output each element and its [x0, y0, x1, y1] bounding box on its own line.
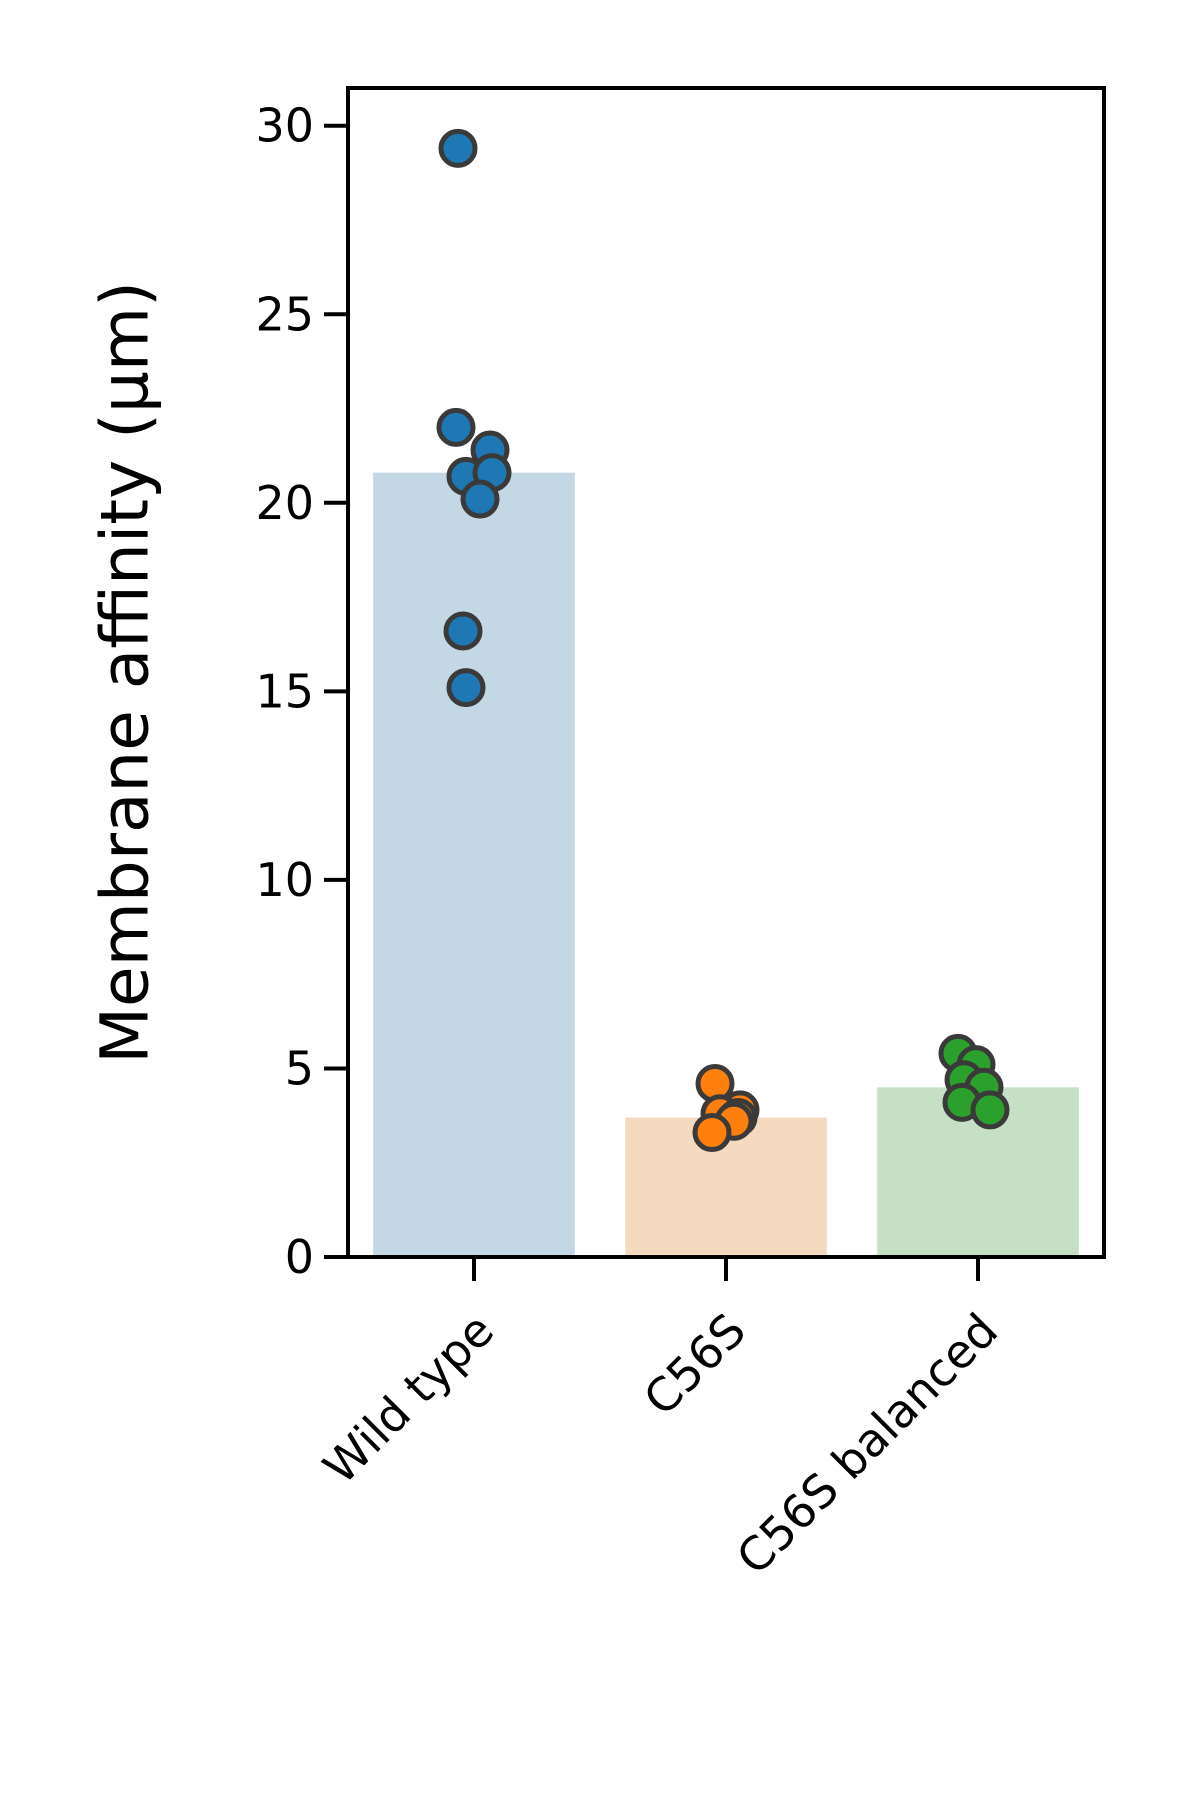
y-tick-label: 0	[285, 1230, 314, 1284]
data-point	[443, 611, 483, 651]
points-layer	[436, 128, 1010, 1153]
data-point	[970, 1090, 1010, 1130]
data-point	[460, 479, 500, 519]
y-tick-label: 5	[285, 1041, 314, 1095]
y-tick-label: 30	[255, 99, 314, 153]
x-tick-label: C56S	[633, 1303, 756, 1426]
data-point	[446, 668, 486, 708]
y-tick-label: 15	[255, 664, 314, 718]
y-tick-label: 25	[255, 287, 314, 341]
axes-layer	[324, 86, 1106, 1281]
bar-wild-type	[373, 472, 575, 1258]
bars-layer	[373, 472, 1079, 1258]
x-tick-label: C56S balanced	[726, 1303, 1008, 1585]
x-tick-label: Wild type	[313, 1303, 504, 1494]
data-point	[692, 1113, 732, 1153]
data-point	[436, 407, 476, 447]
y-tick-label: 10	[255, 853, 314, 907]
data-point	[438, 128, 478, 168]
y-axis-label: Membrane affinity (µm)	[87, 281, 164, 1064]
y-tick-label: 20	[255, 476, 314, 530]
